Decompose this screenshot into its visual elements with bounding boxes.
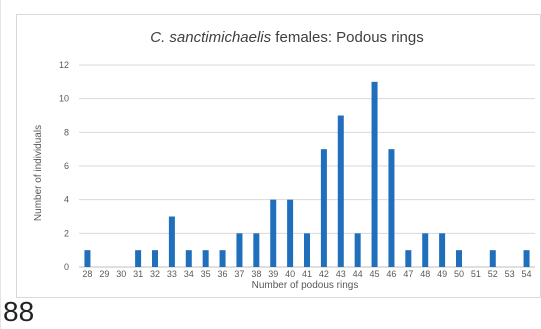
x-tick-label: 50 <box>454 269 464 279</box>
bar-28 <box>84 250 91 267</box>
x-tick-label: 33 <box>167 269 177 279</box>
x-tick-label: 32 <box>150 269 160 279</box>
bar-52 <box>489 250 496 267</box>
y-axis-title: Number of individuals <box>33 125 44 221</box>
bar-46 <box>388 149 395 267</box>
bar-38 <box>253 233 260 267</box>
bar-41 <box>304 233 310 267</box>
bar-43 <box>337 115 344 267</box>
x-tick-label: 37 <box>234 269 244 279</box>
bar-40 <box>287 199 294 267</box>
x-tick-label: 52 <box>488 269 498 279</box>
bar-54 <box>523 250 530 267</box>
bar-42 <box>320 149 327 267</box>
x-axis-title: Number of podous rings <box>252 280 359 291</box>
y-tick-label: 10 <box>59 94 69 104</box>
bar-37 <box>236 233 243 267</box>
bar-31 <box>135 250 142 267</box>
x-tick-label: 48 <box>420 269 430 279</box>
x-tick-label: 28 <box>82 269 92 279</box>
chart-title-species: C. sanctimichaelis <box>150 29 271 46</box>
x-tick-label: 43 <box>336 269 346 279</box>
x-tick-label: 47 <box>403 269 413 279</box>
x-tick-label: 35 <box>201 269 211 279</box>
bar-45 <box>371 81 378 267</box>
x-tick-label: 34 <box>184 269 194 279</box>
x-tick-label: 39 <box>268 269 278 279</box>
y-tick-label: 6 <box>64 161 69 171</box>
x-tick-label: 36 <box>218 269 228 279</box>
x-tick-label: 45 <box>370 269 380 279</box>
bar-50 <box>456 250 462 267</box>
x-tick-label: 41 <box>302 269 312 279</box>
page-edge-line <box>0 0 1 329</box>
chart-title-rest: females: Podous rings <box>271 29 424 46</box>
gridlines <box>79 64 535 268</box>
bars <box>84 81 530 267</box>
chart-frame: C. sanctimichaelis females: Podous rings… <box>16 14 541 298</box>
x-tick-label: 29 <box>99 269 109 279</box>
x-tick-label: 51 <box>471 269 481 279</box>
x-tick-label: 49 <box>437 269 447 279</box>
x-tick-label: 30 <box>116 269 126 279</box>
x-tick-label: 54 <box>522 269 532 279</box>
y-tick-label: 0 <box>64 262 69 272</box>
bar-36 <box>219 250 226 267</box>
y-tick-label: 12 <box>59 60 69 70</box>
x-tick-label: 31 <box>133 269 143 279</box>
bar-47 <box>405 250 412 267</box>
x-tick-label: 38 <box>251 269 261 279</box>
x-tick-label: 44 <box>353 269 363 279</box>
bar-39 <box>270 199 277 267</box>
x-tick-label: 42 <box>319 269 329 279</box>
bar-44 <box>354 233 361 267</box>
y-tick-label: 4 <box>64 195 69 205</box>
bar-32 <box>152 250 158 267</box>
bar-34 <box>185 250 192 267</box>
page-number: 88 <box>3 296 35 327</box>
chart-title: C. sanctimichaelis females: Podous rings <box>150 29 423 46</box>
bar-35 <box>202 250 209 267</box>
x-tick-labels: 28 29 30 31 32 33 34 35 36 37 38 39 40 41 42 43 44 45 46 47… <box>82 269 531 279</box>
bar-48 <box>422 233 429 267</box>
bar-33 <box>168 216 175 267</box>
x-tick-label: 53 <box>505 269 515 279</box>
y-tick-labels: 0 2 4 6 8 10 12 <box>59 60 69 272</box>
bar-49 <box>439 233 446 267</box>
y-tick-label: 8 <box>64 127 69 137</box>
x-tick-label: 46 <box>386 269 396 279</box>
x-tick-label: 40 <box>285 269 295 279</box>
y-tick-label: 2 <box>64 228 69 238</box>
bar-chart: C. sanctimichaelis females: Podous rings… <box>33 29 535 291</box>
